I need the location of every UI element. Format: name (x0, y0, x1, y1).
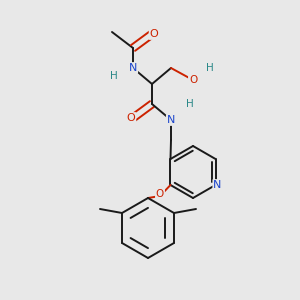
Text: N: N (167, 115, 175, 125)
Text: H: H (110, 71, 118, 81)
Text: H: H (186, 99, 194, 109)
Text: O: O (127, 113, 135, 123)
Text: O: O (156, 189, 164, 199)
Text: O: O (189, 75, 197, 85)
Text: O: O (150, 29, 158, 39)
Text: N: N (129, 63, 137, 73)
Text: H: H (206, 63, 214, 73)
Text: N: N (213, 180, 222, 190)
